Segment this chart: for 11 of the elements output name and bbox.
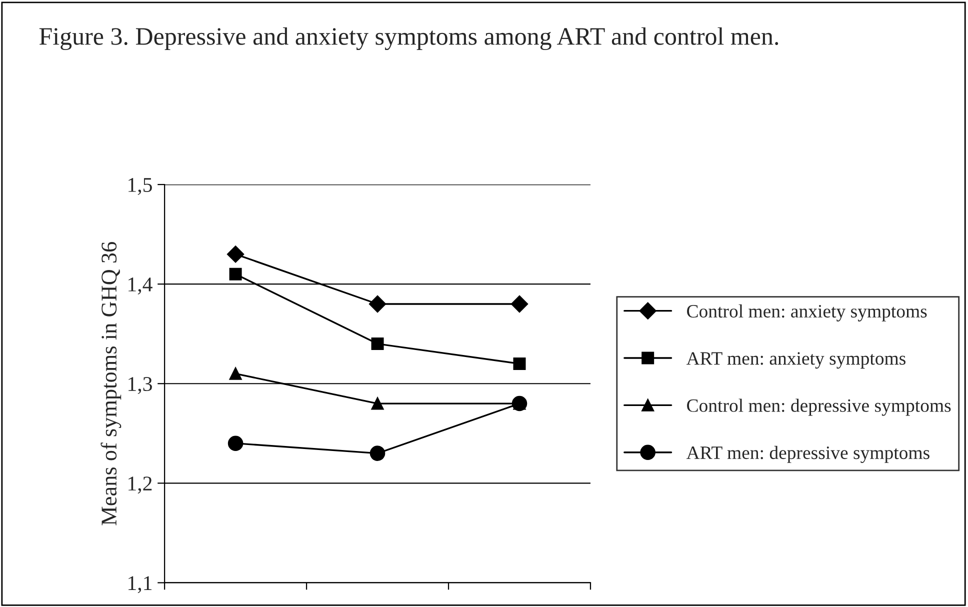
y-axis-title: Means of symptoms in GHQ 36 bbox=[100, 242, 122, 526]
legend-label: Control men: depressive symptoms bbox=[687, 398, 951, 416]
y-tick-label: 1,4 bbox=[128, 278, 152, 295]
legend-label: Control men: anxiety symptoms bbox=[687, 304, 927, 322]
legend-label: ART men: depressive symptoms bbox=[686, 446, 930, 463]
y-tick-label: 1,5 bbox=[128, 178, 152, 195]
y-tick-label: 1,2 bbox=[128, 476, 152, 494]
y-tick-label: 1,1 bbox=[128, 576, 152, 594]
chart-title: Figure 3. Depressive and anxiety symptoms among ART and control men. bbox=[39, 27, 778, 50]
legend-label: ART men: anxiety symptoms bbox=[686, 352, 906, 369]
y-tick-label: 1,3 bbox=[128, 377, 152, 394]
